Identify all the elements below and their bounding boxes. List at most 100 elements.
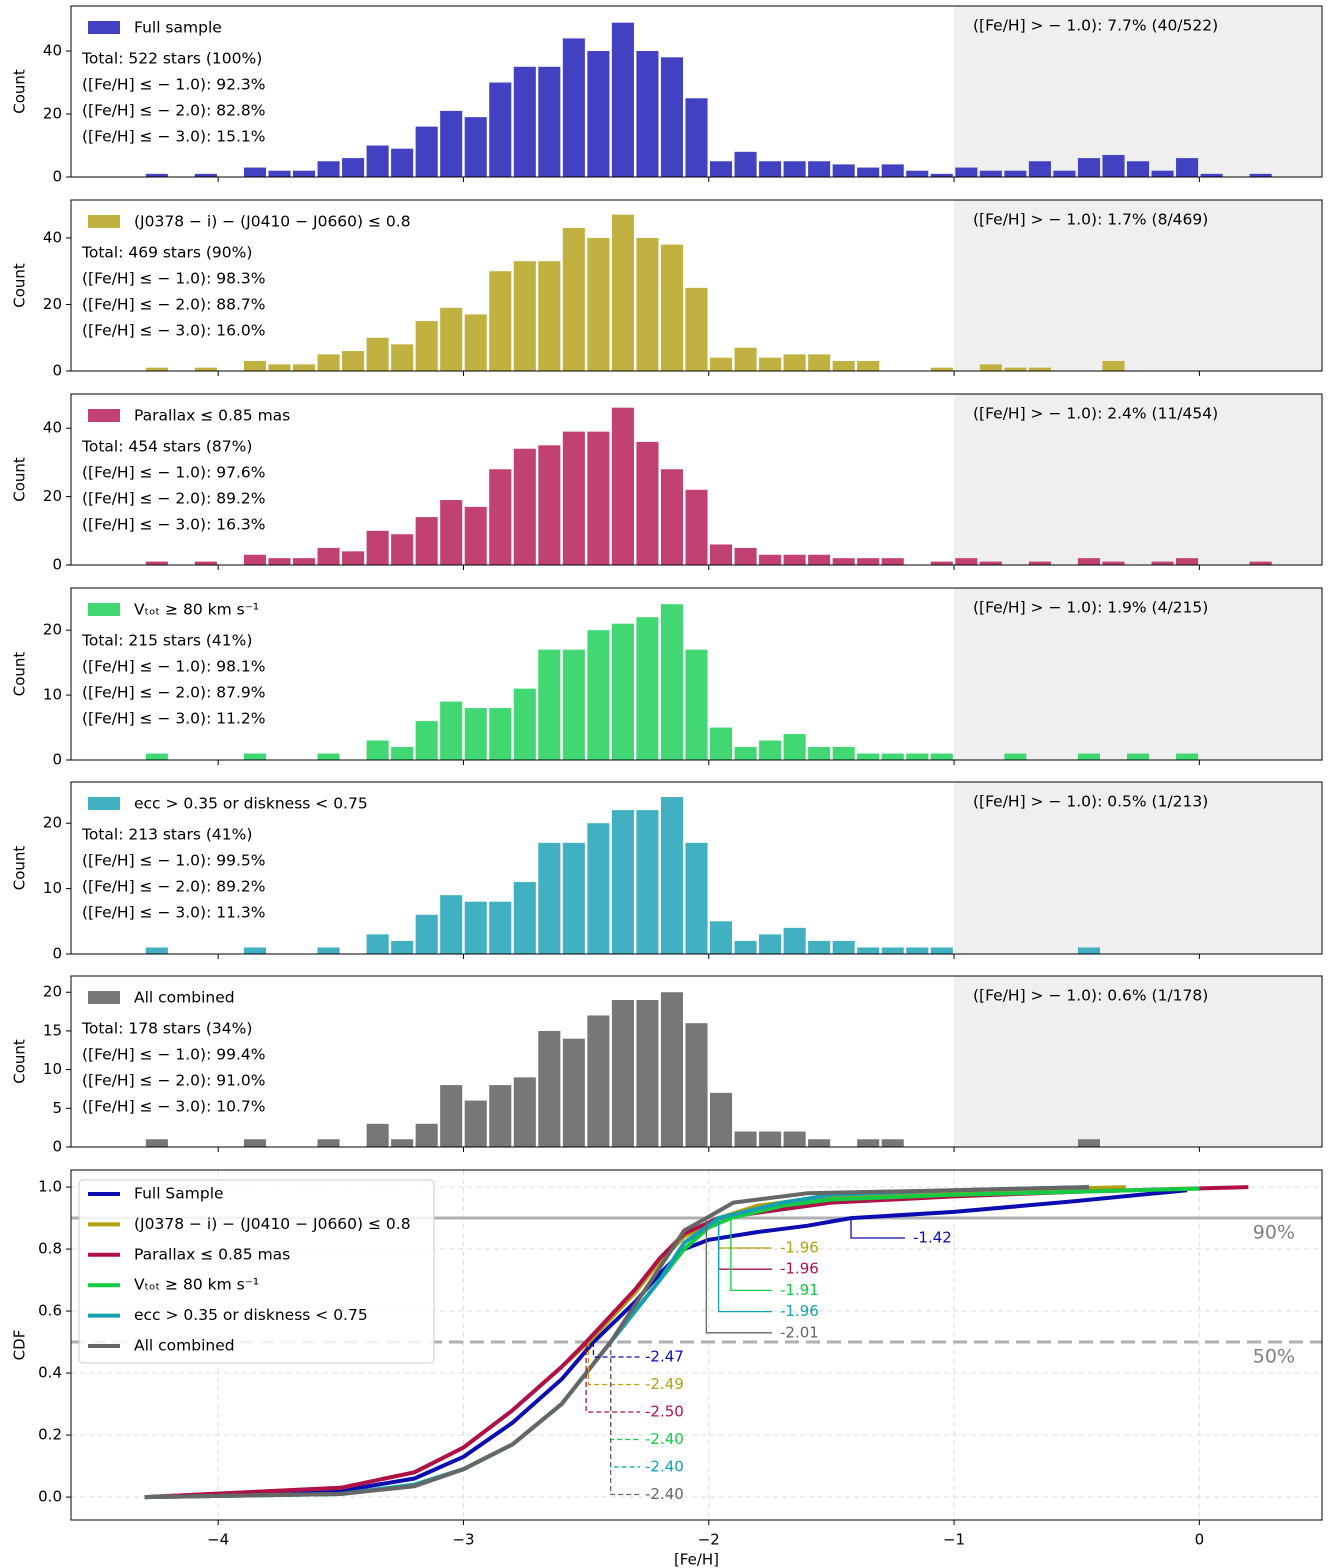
legend-swatch [88, 409, 120, 422]
cdf-line [144, 1185, 1090, 1500]
bar [145, 1139, 168, 1147]
bar [759, 934, 782, 954]
bar [808, 1139, 831, 1147]
legend-label: (J0378 − i) − (J0410 − J0660) ≤ 0.8 [134, 213, 411, 231]
bar [1028, 367, 1051, 371]
median-leader [609, 1342, 640, 1496]
bar [342, 158, 365, 177]
y-tick-label: 20 [43, 105, 62, 123]
legend-label: ecc > 0.35 or diskness < 0.75 [134, 795, 368, 813]
stat-annotation: ([Fe/H] ≤ − 2.0): 88.7% [82, 296, 265, 314]
bar [317, 547, 340, 565]
shaded-region [954, 6, 1322, 177]
bar [538, 445, 561, 565]
bar [366, 934, 389, 954]
bar [538, 66, 561, 177]
bar [391, 1139, 414, 1147]
bar [930, 561, 953, 565]
bar [562, 1038, 585, 1147]
bar [587, 51, 610, 177]
bar [783, 1131, 806, 1147]
legend-swatch [88, 21, 120, 34]
median-label: -2.40 [645, 1458, 684, 1476]
bar [464, 314, 487, 371]
y-axis-label: Count [11, 457, 29, 502]
bar [832, 361, 855, 371]
bar [464, 901, 487, 954]
bar [660, 244, 684, 371]
bar [1077, 1139, 1101, 1147]
y-axis-label: Count [11, 1039, 29, 1084]
bar [1200, 173, 1223, 177]
legend-label: All combined [134, 989, 235, 1007]
y-tick-label: 10 [43, 1060, 62, 1078]
cdf-line [144, 1185, 1249, 1500]
bar [440, 110, 463, 177]
bar [685, 489, 708, 565]
stat-annotation: ([Fe/H] ≤ − 2.0): 82.8% [82, 102, 265, 120]
bar [734, 151, 757, 177]
shaded-region [954, 200, 1322, 371]
bar [783, 161, 806, 177]
bar [415, 321, 438, 371]
reference-label: 90% [1253, 1222, 1295, 1244]
p90-label: -1.96 [780, 1239, 819, 1257]
stat-annotation: Total: 213 stars (41%) [81, 826, 252, 844]
bar [979, 364, 1002, 371]
bar [391, 747, 414, 760]
y-tick-label: 5 [52, 1099, 62, 1117]
stat-annotation: ([Fe/H] ≤ − 1.0): 92.3% [82, 76, 265, 94]
bar [366, 337, 389, 371]
median-leader [587, 1342, 640, 1386]
bar [538, 261, 561, 371]
p90-leader [705, 1218, 772, 1334]
bar [1151, 170, 1174, 177]
bar [1102, 561, 1125, 565]
bar [709, 727, 733, 760]
bar [685, 1023, 708, 1147]
bar [660, 604, 684, 760]
bar [709, 1092, 733, 1147]
bar [734, 747, 757, 760]
axes-frame [70, 975, 1323, 1148]
tail-annotation: ([Fe/H] > − 1.0): 2.4% (11/454) [973, 405, 1218, 423]
tail-annotation: ([Fe/H] > − 1.0): 0.5% (1/213) [973, 793, 1208, 811]
cdf-line [144, 1188, 1188, 1500]
bar [636, 810, 659, 954]
stat-annotation: ([Fe/H] ≤ − 3.0): 11.2% [82, 710, 265, 728]
bar [513, 688, 536, 760]
shaded-region [954, 588, 1322, 760]
bar [415, 126, 438, 177]
bar [734, 940, 757, 954]
stat-annotation: ([Fe/H] ≤ − 1.0): 99.5% [82, 852, 265, 870]
bar [783, 354, 806, 371]
bar [1102, 154, 1125, 177]
legend-swatch [88, 991, 120, 1004]
bar [243, 167, 267, 177]
bar [636, 617, 659, 760]
bar [611, 22, 634, 177]
median-label: -2.49 [645, 1375, 684, 1393]
bar [366, 530, 389, 565]
bar [857, 167, 880, 177]
legend-swatch [88, 603, 120, 616]
bar [832, 747, 855, 760]
legend-label: Parallax ≤ 0.85 mas [134, 1245, 290, 1263]
x-tick-label: −1 [943, 1531, 965, 1549]
bar [415, 914, 438, 954]
bar [145, 947, 168, 954]
stat-annotation: ([Fe/H] ≤ − 2.0): 87.9% [82, 684, 265, 702]
legend-label: ecc > 0.35 or diskness < 0.75 [134, 1306, 368, 1324]
bar [759, 740, 782, 760]
bar [783, 734, 806, 760]
bar [1249, 173, 1272, 177]
bar [194, 561, 217, 565]
bar [145, 367, 168, 371]
reference-label: 50% [1253, 1346, 1295, 1368]
bar [832, 558, 855, 565]
stat-annotation: Total: 469 stars (90%) [81, 244, 252, 262]
legend-label: Parallax ≤ 0.85 mas [134, 407, 290, 425]
y-tick-label: 40 [43, 419, 62, 437]
p90-leader [717, 1218, 772, 1313]
